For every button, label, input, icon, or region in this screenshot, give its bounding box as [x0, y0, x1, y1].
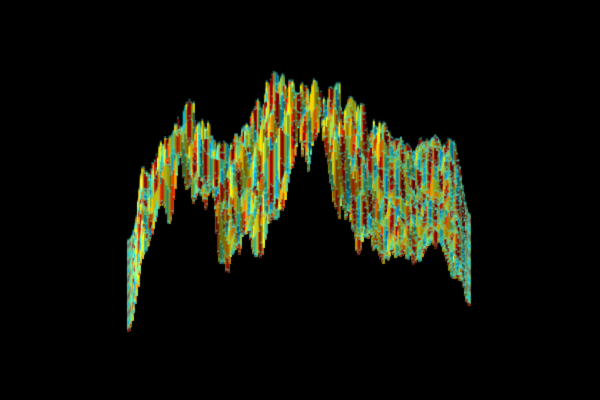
- scene-root: [0, 0, 600, 400]
- terrain-heightfield-canvas: [0, 0, 600, 400]
